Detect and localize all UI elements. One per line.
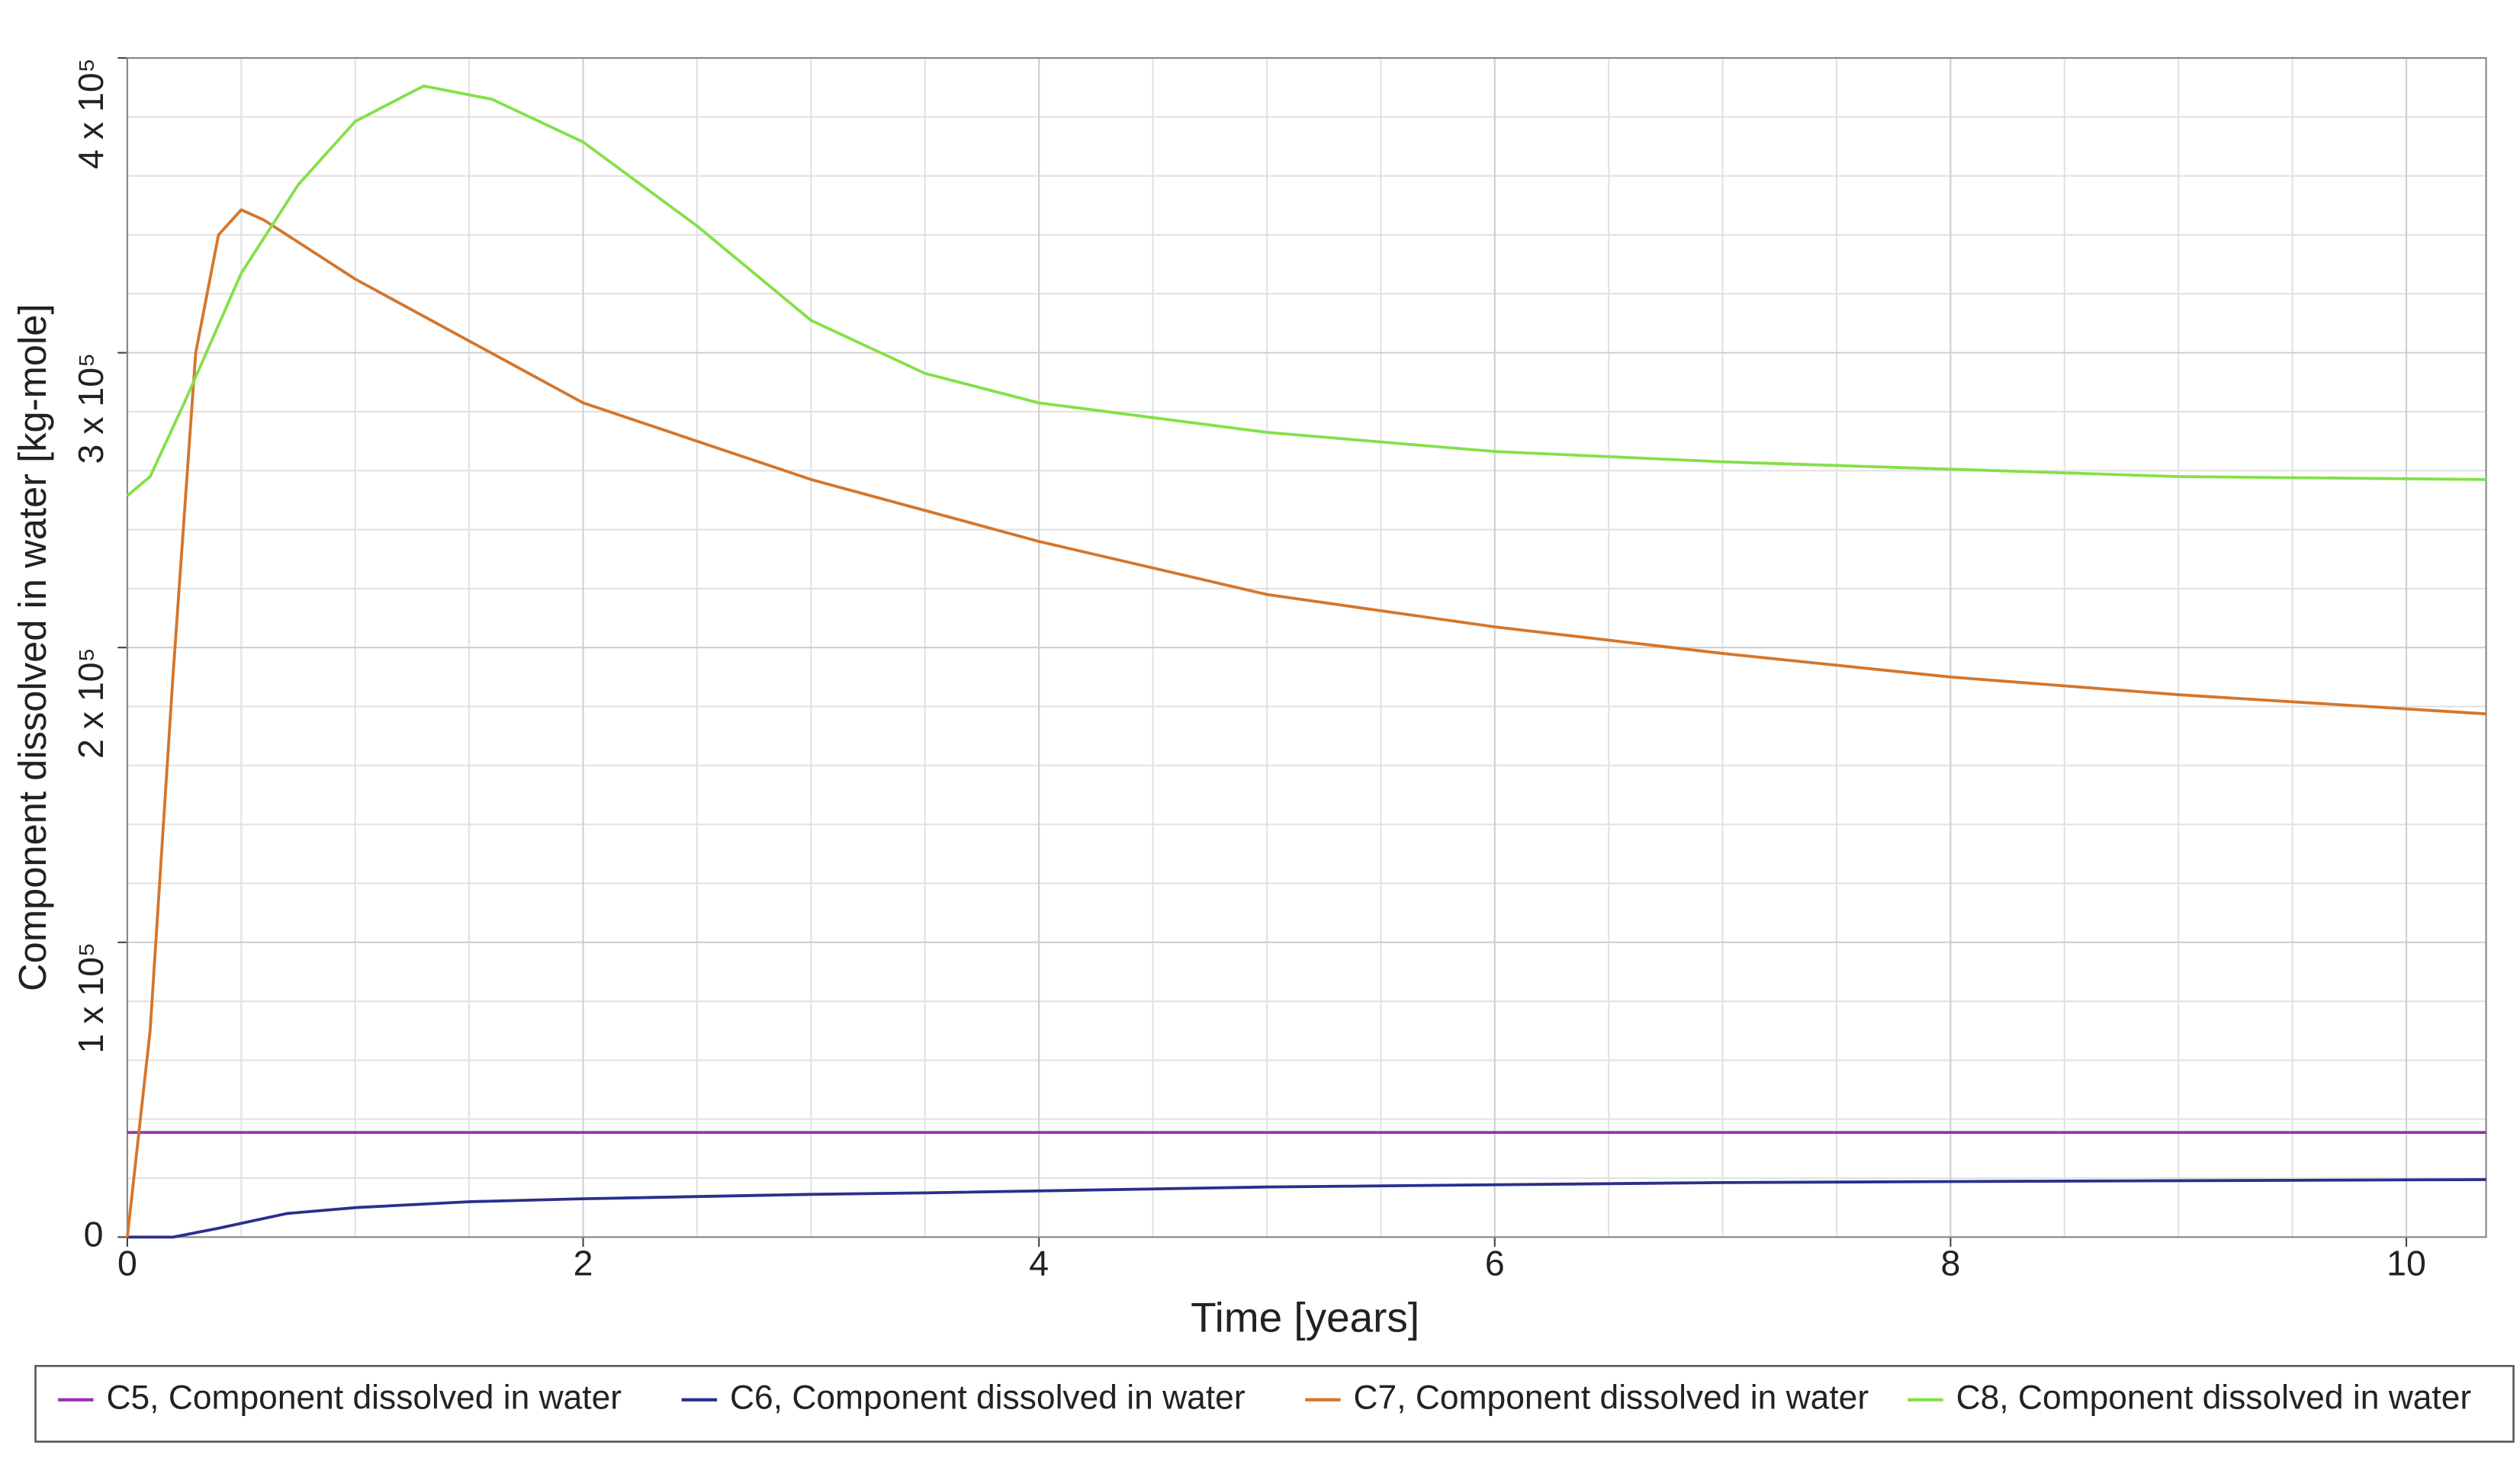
x-tick-label: 6 bbox=[1485, 1244, 1505, 1283]
legend-label: C7, Component dissolved in water bbox=[1354, 1379, 1869, 1416]
x-tick-label: 0 bbox=[117, 1244, 137, 1283]
series-line bbox=[127, 1178, 2486, 1239]
legend-box bbox=[34, 1365, 2515, 1443]
y-tick-label: 3 x 10⁵ bbox=[71, 353, 111, 464]
x-tick-label: 2 bbox=[574, 1244, 593, 1283]
series-line bbox=[126, 84, 2486, 497]
y-tick-label: 0 bbox=[84, 1215, 104, 1254]
y-tick-label: 4 x 10⁵ bbox=[71, 58, 111, 169]
y-tick-label: 1 x 10⁵ bbox=[71, 942, 111, 1054]
plot-frame bbox=[126, 56, 2487, 1238]
x-tick-label: 4 bbox=[1029, 1244, 1049, 1283]
x-tick-label: 10 bbox=[2387, 1244, 2426, 1283]
y-tick-label: 2 x 10⁵ bbox=[71, 647, 111, 759]
y-axis-title: Component dissolved in water [kg-mole] bbox=[11, 303, 54, 991]
x-tick-label: 8 bbox=[1940, 1244, 1960, 1283]
legend-label: C8, Component dissolved in water bbox=[1956, 1379, 2472, 1416]
series-line bbox=[126, 208, 2486, 1238]
legend-label: C6, Component dissolved in water bbox=[730, 1379, 1246, 1416]
x-axis-title: Time [years] bbox=[1191, 1294, 1419, 1341]
legend-label: C5, Component dissolved in water bbox=[106, 1379, 622, 1416]
